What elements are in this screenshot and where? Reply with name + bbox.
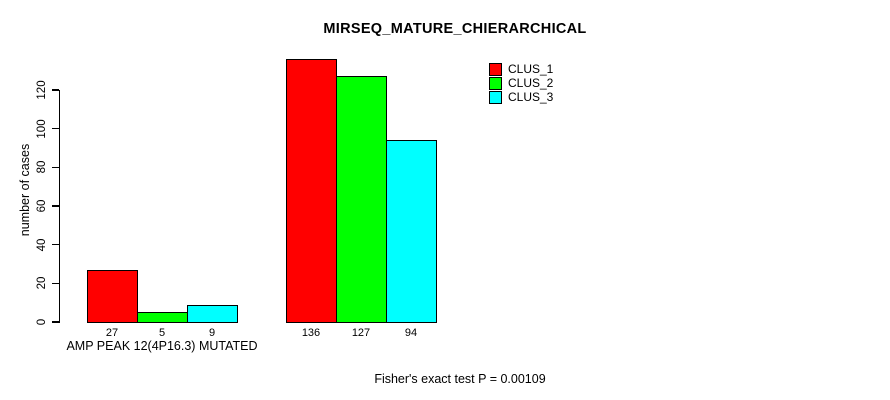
y-tick-label: 100 [36, 119, 48, 139]
bar-clus_1-group1 [87, 270, 138, 323]
y-axis-tick [51, 205, 59, 207]
bar-clus_3-group2 [386, 140, 437, 323]
y-axis-tick [51, 166, 59, 169]
y-tick-label: 20 [36, 276, 48, 290]
annotation-fisher-test: Fisher's exact test P = 0.00109 [374, 372, 546, 386]
y-axis-line [58, 90, 60, 323]
bar-value-label: 27 [105, 327, 119, 339]
bar-value-label: 5 [158, 327, 166, 339]
y-tick-label: 80 [36, 160, 48, 174]
x-category-label: AMP PEAK 12(4P16.3) MUTATED [66, 339, 258, 353]
y-axis-tick [51, 127, 59, 130]
legend-label: CLUS_1 [508, 62, 554, 76]
bar-clus_2-group2 [336, 76, 387, 323]
y-tick-label: 40 [36, 238, 48, 252]
y-axis-tick [51, 282, 59, 285]
y-axis-tick [51, 89, 59, 91]
chart-title: MIRSEQ_MATURE_CHIERARCHICAL [323, 21, 587, 37]
y-tick-label: 120 [36, 80, 48, 100]
bar-clus_2-group1 [137, 312, 188, 323]
legend-swatch-clus_1 [489, 62, 502, 76]
y-tick-label: 0 [36, 318, 48, 326]
y-axis-tick [51, 243, 59, 246]
legend: CLUS_1 CLUS_2 CLUS_3 [489, 62, 553, 104]
bar-value-label: 136 [301, 327, 321, 339]
bar-value-label: 9 [208, 327, 216, 339]
bar-clus_3-group1 [187, 305, 238, 323]
legend-item: CLUS_3 [489, 90, 553, 104]
legend-label: CLUS_2 [508, 76, 554, 90]
legend-item: CLUS_2 [489, 76, 553, 90]
legend-label: CLUS_3 [508, 90, 554, 104]
bar-value-label: 127 [351, 327, 371, 339]
y-axis-tick [51, 321, 59, 323]
legend-item: CLUS_1 [489, 62, 553, 76]
y-tick-label: 60 [36, 199, 48, 213]
bar-value-label: 94 [404, 327, 418, 339]
legend-swatch-clus_2 [489, 76, 502, 90]
bar-clus_1-group2 [286, 59, 337, 323]
legend-swatch-clus_3 [489, 90, 502, 104]
